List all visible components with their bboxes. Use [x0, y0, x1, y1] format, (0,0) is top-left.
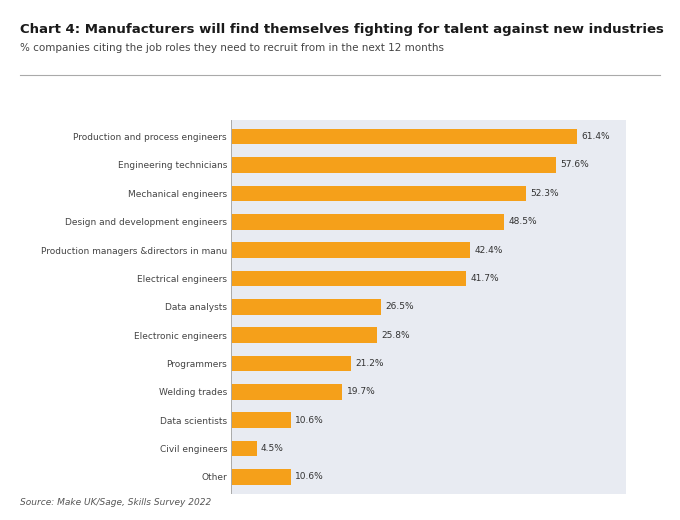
Bar	[231, 412, 291, 428]
Bar	[231, 214, 505, 229]
Bar	[231, 157, 556, 173]
Text: % companies citing the job roles they need to recruit from in the next 12 months: % companies citing the job roles they ne…	[20, 43, 445, 53]
Bar	[231, 328, 377, 343]
Text: Chart 4: Manufacturers will find themselves fighting for talent against new indu: Chart 4: Manufacturers will find themsel…	[20, 23, 664, 36]
Bar	[231, 242, 470, 258]
Text: 4.5%: 4.5%	[261, 444, 284, 453]
Text: 52.3%: 52.3%	[530, 189, 559, 198]
Text: 41.7%: 41.7%	[471, 274, 499, 283]
Text: 61.4%: 61.4%	[581, 132, 610, 141]
Bar	[231, 270, 466, 286]
Bar	[231, 186, 526, 201]
Bar	[231, 441, 256, 457]
Text: 21.2%: 21.2%	[355, 359, 384, 368]
Text: 10.6%: 10.6%	[295, 473, 324, 482]
Bar	[231, 469, 291, 485]
Bar	[231, 299, 381, 315]
Bar	[231, 356, 351, 371]
Text: 48.5%: 48.5%	[509, 217, 538, 226]
Text: 19.7%: 19.7%	[347, 387, 375, 396]
Text: 26.5%: 26.5%	[385, 302, 413, 311]
Bar	[231, 129, 577, 145]
Text: 42.4%: 42.4%	[475, 245, 503, 255]
Text: 10.6%: 10.6%	[295, 416, 324, 425]
Bar	[231, 384, 342, 400]
Text: 25.8%: 25.8%	[381, 331, 409, 340]
Text: Source: Make UK/Sage, Skills Survey 2022: Source: Make UK/Sage, Skills Survey 2022	[20, 498, 211, 507]
Text: 57.6%: 57.6%	[560, 161, 589, 170]
